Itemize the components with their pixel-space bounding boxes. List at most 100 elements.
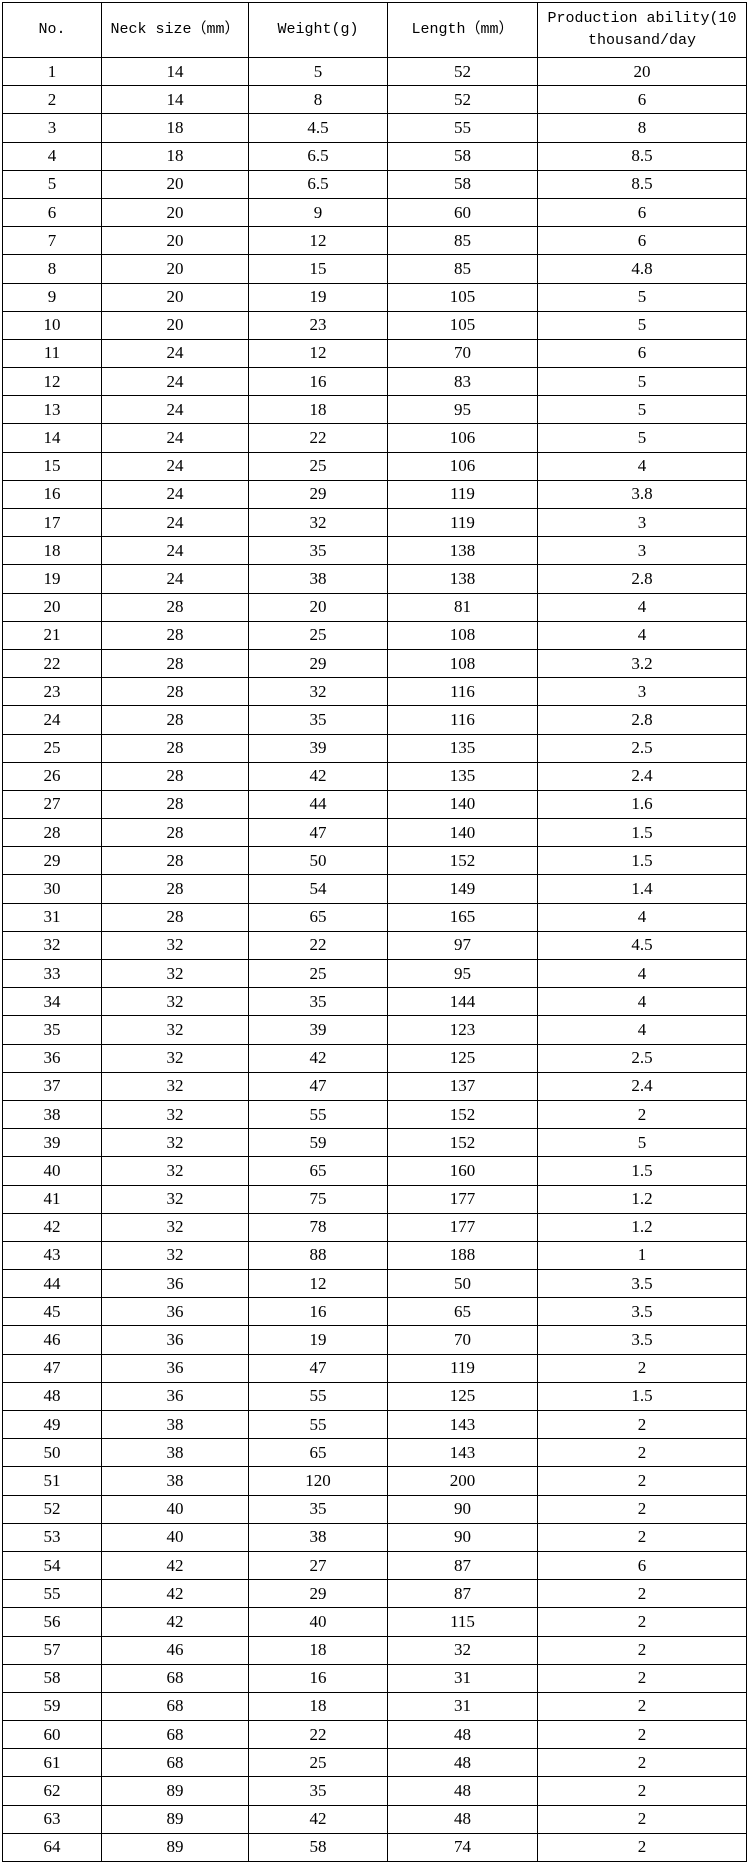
table-cell: 1 xyxy=(537,1240,747,1271)
table-cell: 20 xyxy=(101,310,249,340)
table-cell: 95 xyxy=(387,395,538,425)
table-cell: 19 xyxy=(248,1325,388,1355)
table-cell: 2 xyxy=(537,1522,747,1552)
table-cell: 18 xyxy=(248,1691,388,1722)
table-cell: 40 xyxy=(2,1156,102,1186)
table-cell: 48 xyxy=(387,1804,538,1834)
table-cell: 50 xyxy=(248,846,388,876)
table-cell: 20 xyxy=(2,592,102,622)
table-cell: 32 xyxy=(101,1184,249,1214)
table-cell: 58 xyxy=(387,169,538,199)
table-cell: 165 xyxy=(387,902,538,932)
table-cell: 32 xyxy=(101,1128,249,1158)
table-cell: 4.5 xyxy=(248,113,388,143)
table-cell: 42 xyxy=(248,1804,388,1834)
table-cell: 41 xyxy=(2,1184,102,1214)
table-cell: 90 xyxy=(387,1522,538,1552)
table-row: 53 40 38 90 2 xyxy=(2,1522,747,1552)
table-cell: 1.2 xyxy=(537,1212,747,1242)
header-cell: Length（mm） xyxy=(387,2,538,58)
table-cell: 30 xyxy=(2,874,102,904)
table-cell: 28 xyxy=(101,705,249,735)
table-cell: 43 xyxy=(2,1240,102,1271)
table-cell: 24 xyxy=(101,564,249,594)
table-cell: 32 xyxy=(101,1015,249,1045)
table-cell: 2.4 xyxy=(537,761,747,791)
table-cell: 5 xyxy=(537,367,747,397)
table-cell: 22 xyxy=(2,648,102,679)
table-cell: 35 xyxy=(248,1494,388,1524)
table-row: 27 28 44 140 1.6 xyxy=(2,789,747,820)
table-cell: 25 xyxy=(248,620,388,650)
table-cell: 35 xyxy=(248,1776,388,1806)
table-row: 33 32 25 95 4 xyxy=(2,958,747,989)
table-cell: 4 xyxy=(537,958,747,989)
table-head: No. Neck size（mm） Weight(g) Length（mm） Produ… xyxy=(2,2,747,58)
table-cell: 28 xyxy=(101,818,249,848)
table-cell: 75 xyxy=(248,1184,388,1214)
table-row: 36 32 42 125 2.5 xyxy=(2,1043,747,1073)
table-cell: 152 xyxy=(387,846,538,876)
table-row: 38 32 55 152 2 xyxy=(2,1099,747,1130)
table-cell: 48 xyxy=(387,1720,538,1750)
table-row: 41 32 75 177 1.2 xyxy=(2,1184,747,1214)
table-cell: 16 xyxy=(2,479,102,510)
table-cell: 20 xyxy=(248,592,388,622)
table-cell: 68 xyxy=(101,1748,249,1778)
table-cell: 44 xyxy=(248,789,388,820)
table-cell: 2 xyxy=(537,1720,747,1750)
table-cell: 140 xyxy=(387,789,538,820)
table-cell: 38 xyxy=(248,1522,388,1552)
table-cell: 138 xyxy=(387,536,538,566)
table-cell: 4 xyxy=(537,987,747,1017)
table-row: 40 32 65 160 1.5 xyxy=(2,1156,747,1186)
table-cell: 64 xyxy=(2,1832,102,1863)
table-cell: 32 xyxy=(101,1240,249,1271)
table-cell: 3.5 xyxy=(537,1269,747,1299)
table-cell: 19 xyxy=(2,564,102,594)
table-cell: 59 xyxy=(248,1128,388,1158)
table-row: 56 42 40 115 2 xyxy=(2,1607,747,1637)
table-cell: 177 xyxy=(387,1212,538,1242)
table-cell: 6 xyxy=(537,197,747,228)
table-row: 64 89 58 74 2 xyxy=(2,1832,747,1863)
table-row: 57 46 18 32 2 xyxy=(2,1635,747,1665)
table-cell: 125 xyxy=(387,1381,538,1412)
table-row: 6 20 9 60 6 xyxy=(2,197,747,228)
table-cell: 28 xyxy=(101,789,249,820)
table-cell: 65 xyxy=(248,1438,388,1468)
table-cell: 18 xyxy=(248,1635,388,1665)
table-cell: 35 xyxy=(2,1015,102,1045)
table-cell: 26 xyxy=(2,761,102,791)
table-cell: 2 xyxy=(537,1607,747,1637)
table-cell: 125 xyxy=(387,1043,538,1073)
table-cell: 28 xyxy=(101,677,249,707)
table-row: 8 20 15 85 4.8 xyxy=(2,254,747,284)
table-cell: 32 xyxy=(101,1071,249,1101)
table-cell: 4.8 xyxy=(537,254,747,284)
table-row: 49 38 55 143 2 xyxy=(2,1409,747,1440)
table-cell: 35 xyxy=(248,536,388,566)
table-cell: 6.5 xyxy=(248,169,388,199)
table-cell: 70 xyxy=(387,338,538,369)
table-cell: 28 xyxy=(101,902,249,932)
table-cell: 32 xyxy=(101,1043,249,1073)
table-cell: 38 xyxy=(2,1099,102,1130)
table-cell: 60 xyxy=(387,197,538,228)
table-cell: 34 xyxy=(2,987,102,1017)
table-cell: 2 xyxy=(2,85,102,115)
table-cell: 28 xyxy=(101,592,249,622)
table-row: 35 32 39 123 4 xyxy=(2,1015,747,1045)
table-cell: 39 xyxy=(248,1015,388,1045)
table-cell: 2 xyxy=(537,1494,747,1524)
table-row: 62 89 35 48 2 xyxy=(2,1776,747,1806)
table-cell: 57 xyxy=(2,1635,102,1665)
table-cell: 19 xyxy=(248,282,388,312)
table-cell: 52 xyxy=(2,1494,102,1524)
table-cell: 18 xyxy=(2,536,102,566)
table-cell: 2 xyxy=(537,1832,747,1863)
table-cell: 1.4 xyxy=(537,874,747,904)
table-cell: 48 xyxy=(387,1748,538,1778)
table-cell: 31 xyxy=(2,902,102,932)
